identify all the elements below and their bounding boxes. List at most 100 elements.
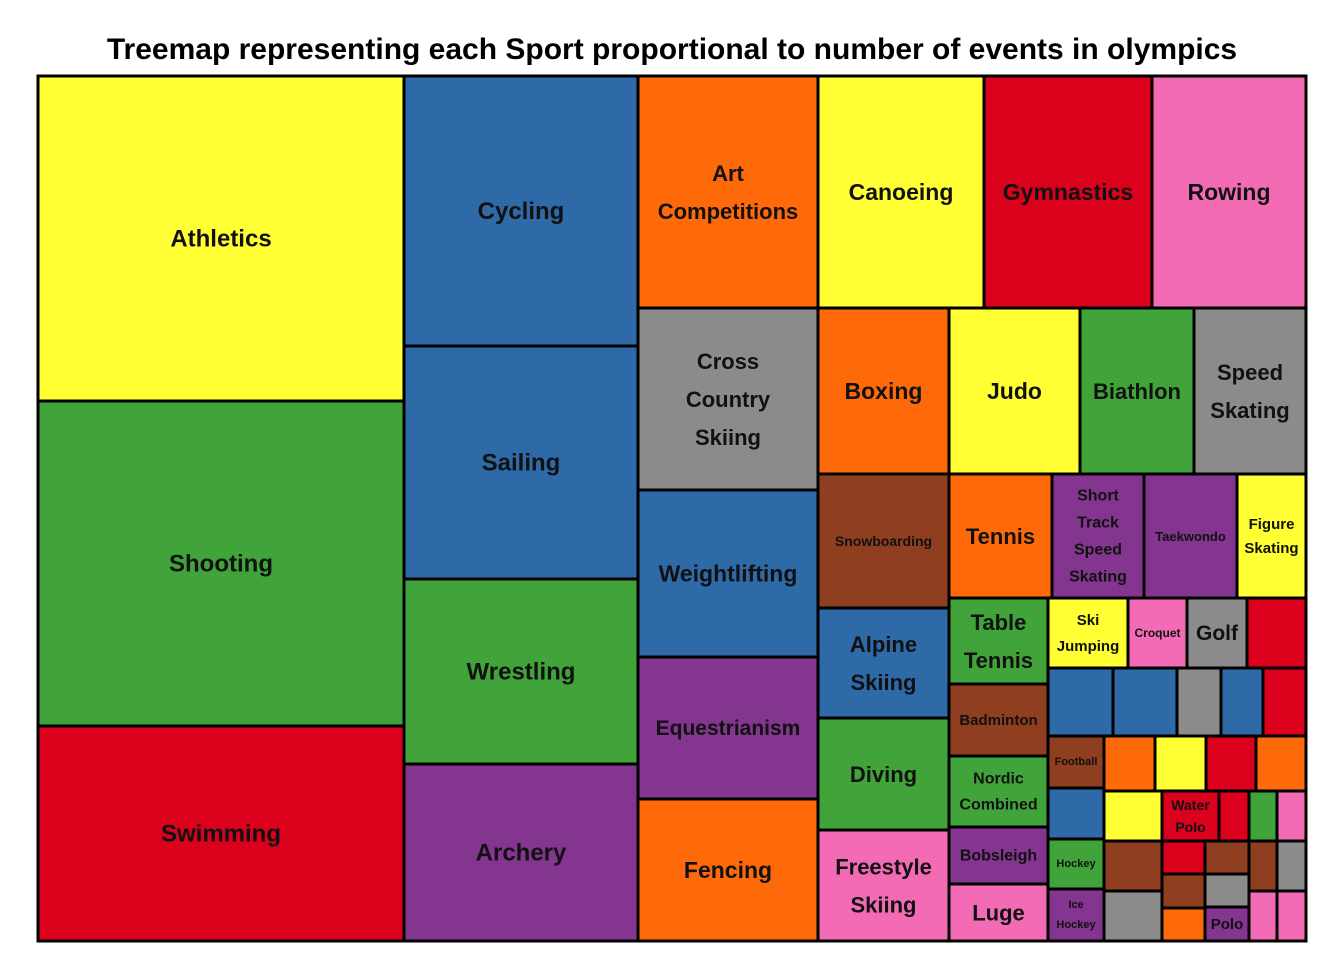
tile-unlabeled <box>1175 666 1223 738</box>
tile-boxing: Boxing <box>816 306 951 476</box>
tile-label: Water Polo <box>1171 797 1210 835</box>
tile-rect <box>636 488 820 659</box>
tile-shooting: Shooting <box>36 399 406 728</box>
tile-unlabeled <box>1046 786 1106 841</box>
tile-luge: Luge <box>947 882 1050 943</box>
tile-label: Art Competitions <box>658 161 799 224</box>
tile-unlabeled <box>1153 734 1208 793</box>
tile-unlabeled <box>1247 889 1279 943</box>
tile-unlabeled <box>1219 666 1265 738</box>
tile-unlabeled <box>1102 839 1164 893</box>
tile-rowing: Rowing <box>1150 74 1308 310</box>
tile-taekwondo: Taekwondo <box>1142 472 1239 600</box>
tile-rect <box>1245 596 1308 670</box>
tile-label: Wrestling <box>467 658 576 685</box>
tile-rect <box>1175 666 1223 738</box>
tile-rect <box>1275 789 1308 843</box>
tile-unlabeled <box>1204 734 1258 793</box>
tile-rect <box>1078 306 1196 476</box>
tile-rect <box>636 74 820 310</box>
tile-unlabeled <box>1247 789 1279 843</box>
tile-polo: Polo <box>1203 905 1251 943</box>
tile-figure-skating: Figure Skating <box>1235 472 1308 600</box>
tile-rect <box>636 306 820 492</box>
tile-rect <box>636 797 820 943</box>
tile-label: Shooting <box>169 550 273 577</box>
tile-diving: Diving <box>816 716 951 832</box>
tile-rect <box>1235 472 1308 600</box>
tile-label: Canoeing <box>849 179 954 205</box>
tile-rect <box>816 472 951 610</box>
tile-label: Boxing <box>845 378 923 404</box>
tile-label: Ski Jumping <box>1057 612 1120 655</box>
tile-rect <box>1160 839 1207 876</box>
tile-label: Biathlon <box>1093 379 1181 404</box>
tile-unlabeled <box>1160 839 1207 876</box>
tile-snowboarding: Snowboarding <box>816 472 951 610</box>
tile-swimming: Swimming <box>36 724 406 943</box>
tile-unlabeled <box>1111 666 1179 738</box>
tile-rect <box>1111 666 1179 738</box>
tile-rect <box>1261 666 1308 738</box>
tile-rect <box>1102 734 1157 793</box>
tile-unlabeled <box>1046 666 1115 738</box>
tile-label: Hockey <box>1056 858 1096 870</box>
tile-label: Short Track Speed Skating <box>1069 487 1127 585</box>
tile-unlabeled <box>1203 839 1251 876</box>
tile-rect <box>36 399 406 728</box>
tile-rect <box>1153 734 1208 793</box>
tile-art-competitions: Art Competitions <box>636 74 820 310</box>
tile-cross-country-skiing: Cross Country Skiing <box>636 306 820 492</box>
tile-rect <box>1102 789 1164 843</box>
tile-unlabeled <box>1160 906 1207 943</box>
tile-gymnastics: Gymnastics <box>982 74 1154 310</box>
tile-archery: Archery <box>402 762 640 943</box>
tile-ice-hockey: Ice Hockey <box>1046 887 1106 943</box>
tile-label: Archery <box>476 839 567 866</box>
tile-water-polo: Water Polo <box>1160 789 1221 843</box>
tile-rect <box>1203 839 1251 876</box>
tile-unlabeled <box>1261 666 1308 738</box>
tile-rect <box>1160 872 1207 910</box>
tile-rect <box>816 606 951 720</box>
tile-unlabeled <box>1275 889 1308 943</box>
tile-rect <box>1160 906 1207 943</box>
tile-golf: Golf <box>1185 596 1249 670</box>
tile-label: Taekwondo <box>1155 529 1226 544</box>
tile-judo: Judo <box>947 306 1082 476</box>
tile-unlabeled <box>1245 596 1308 670</box>
tile-label: Cross Country Skiing <box>686 349 771 450</box>
tile-rect <box>1204 734 1258 793</box>
tile-label: Weightlifting <box>659 561 798 587</box>
tile-rect <box>1275 889 1308 943</box>
tile-athletics: Athletics <box>36 74 406 403</box>
tile-rect <box>402 762 640 943</box>
tile-equestrianism: Equestrianism <box>636 655 820 801</box>
tile-unlabeled <box>1102 889 1164 943</box>
tile-rect <box>1046 786 1106 841</box>
tile-label: Golf <box>1196 622 1239 645</box>
tile-rect <box>36 724 406 943</box>
tile-unlabeled <box>1102 734 1157 793</box>
tile-label: Alpine Skiing <box>850 632 917 695</box>
tile-rect <box>816 828 951 943</box>
tile-tennis: Tennis <box>947 472 1054 600</box>
tile-rect <box>1102 839 1164 893</box>
tile-rect <box>1247 839 1279 893</box>
tile-label: Diving <box>850 762 917 787</box>
tile-rect <box>1247 889 1279 943</box>
tile-label: Sailing <box>482 449 561 476</box>
tile-rect <box>1254 734 1308 793</box>
tile-unlabeled <box>1217 789 1251 843</box>
tile-hockey: Hockey <box>1046 837 1106 891</box>
tile-rect <box>1219 666 1265 738</box>
tile-rect <box>947 754 1050 829</box>
tile-label: Freestyle Skiing <box>835 854 932 917</box>
tile-nordic-combined: Nordic Combined <box>947 754 1050 829</box>
tile-label: Table Tennis <box>964 610 1033 673</box>
tile-label: Polo <box>1211 916 1244 933</box>
tile-rect <box>1217 789 1251 843</box>
tile-unlabeled <box>1203 872 1251 909</box>
tile-freestyle-skiing: Freestyle Skiing <box>816 828 951 943</box>
tile-unlabeled <box>1254 734 1308 793</box>
